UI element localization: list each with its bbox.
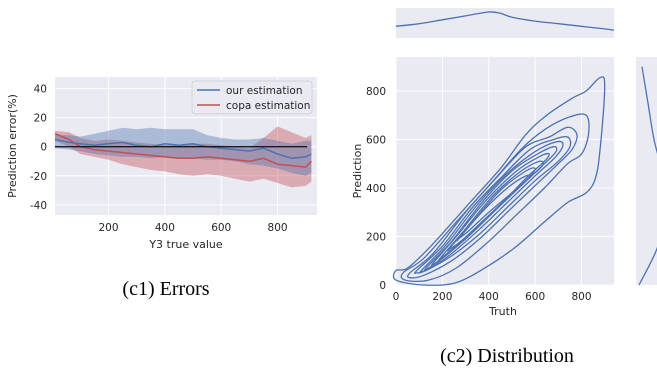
- marginal-y-density-curve: [638, 66, 657, 286]
- marginal-y-area: [636, 57, 657, 285]
- contour-level-3: [406, 126, 578, 279]
- caption-c1: (c1) Errors: [122, 278, 209, 300]
- confidence-band-our-estimation: [55, 127, 312, 176]
- distribution-contours: [392, 76, 606, 286]
- x-tick-label: 800: [268, 222, 288, 234]
- contour-level-10: [456, 174, 531, 242]
- y-tick-label: 800: [366, 86, 386, 98]
- distribution-y-axis-label: Prediction: [351, 144, 364, 199]
- y-tick-label: 20: [34, 113, 47, 125]
- contour-level-6: [423, 146, 558, 272]
- x-tick-label: 0: [393, 291, 400, 303]
- distribution-x-ticks: 0 200 400 600 800: [393, 291, 592, 303]
- y-tick-label: 600: [366, 134, 386, 146]
- errors-legend: our estimation copa estimation: [191, 80, 313, 115]
- distribution-panel: 0 200 400 600 800 0 200 400 600 800 Truth Predic…: [351, 8, 657, 367]
- distribution-gridlines: [395, 57, 614, 286]
- x-tick-label: 200: [432, 291, 452, 303]
- legend-label-copa-estimation: copa estimation: [226, 100, 310, 112]
- y-tick-label: -40: [30, 200, 47, 212]
- series-line-copa-estimation: [54, 133, 312, 168]
- legend-label-our-estimation: our estimation: [226, 85, 302, 97]
- errors-y-ticks: 40 20 0 -20 -40: [30, 84, 47, 212]
- errors-bands: [55, 126, 312, 188]
- x-tick-label: 200: [99, 222, 119, 234]
- x-tick-label: 400: [479, 291, 499, 303]
- y-tick-label: 40: [34, 84, 47, 96]
- errors-x-ticks: 200 400 600 800: [99, 222, 288, 234]
- y-tick-label: -20: [30, 171, 47, 183]
- x-tick-label: 600: [211, 222, 231, 234]
- errors-lines: [54, 133, 312, 168]
- y-tick-label: 400: [366, 183, 386, 195]
- x-tick-label: 600: [525, 291, 545, 303]
- contour-level-5: [418, 140, 564, 274]
- y-tick-label: 200: [366, 231, 386, 243]
- errors-y-axis-label: Prediction error(%): [6, 94, 19, 198]
- contour-level-8: [438, 160, 544, 261]
- y-tick-label: 0: [379, 280, 386, 292]
- x-tick-label: 400: [155, 222, 175, 234]
- x-tick-label: 800: [572, 291, 592, 303]
- marginal-x-density-curve: [395, 11, 615, 31]
- errors-x-axis-label: Y3 true value: [148, 238, 223, 251]
- legend-box: [191, 80, 313, 115]
- series-line-our-estimation: [54, 138, 312, 160]
- distribution-x-axis-label: Truth: [488, 305, 517, 318]
- distribution-y-ticks: 0 200 400 600 800: [366, 86, 386, 292]
- caption-c2: (c2) Distribution: [440, 345, 574, 367]
- confidence-band-copa-estimation: [55, 126, 312, 188]
- y-tick-label: 0: [40, 142, 47, 154]
- contour-level-1: [392, 76, 606, 286]
- marginal-x-area: [396, 8, 614, 38]
